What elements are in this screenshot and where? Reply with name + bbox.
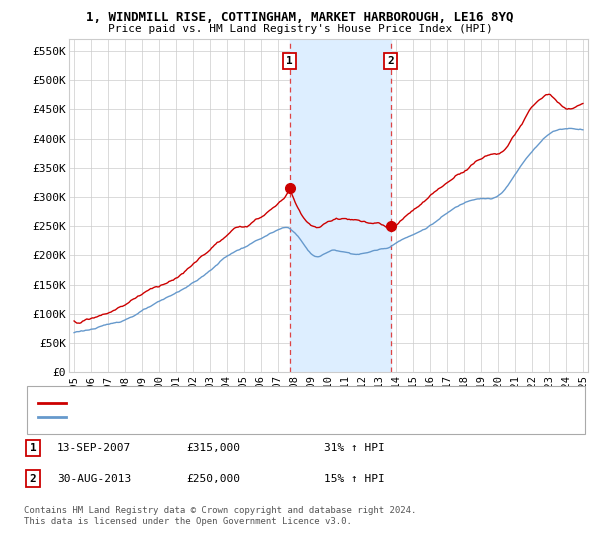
- Text: HPI: Average price, detached house, North Northamptonshire: HPI: Average price, detached house, Nort…: [70, 412, 418, 422]
- Text: 2: 2: [387, 56, 394, 66]
- Text: 31% ↑ HPI: 31% ↑ HPI: [324, 443, 385, 453]
- Text: 1, WINDMILL RISE, COTTINGHAM, MARKET HARBOROUGH, LE16 8YQ: 1, WINDMILL RISE, COTTINGHAM, MARKET HAR…: [86, 11, 514, 24]
- Text: 2: 2: [29, 474, 37, 484]
- Text: 1: 1: [286, 56, 293, 66]
- Bar: [290, 39, 391, 372]
- Text: 13-SEP-2007: 13-SEP-2007: [57, 443, 131, 453]
- Text: Contains HM Land Registry data © Crown copyright and database right 2024.
This d: Contains HM Land Registry data © Crown c…: [24, 506, 416, 526]
- Text: 15% ↑ HPI: 15% ↑ HPI: [324, 474, 385, 484]
- Text: 30-AUG-2013: 30-AUG-2013: [57, 474, 131, 484]
- Text: Price paid vs. HM Land Registry's House Price Index (HPI): Price paid vs. HM Land Registry's House …: [107, 24, 493, 34]
- Text: 1, WINDMILL RISE, COTTINGHAM, MARKET HARBOROUGH, LE16 8YQ (detached house): 1, WINDMILL RISE, COTTINGHAM, MARKET HAR…: [70, 398, 514, 408]
- Text: £250,000: £250,000: [186, 474, 240, 484]
- Text: 1: 1: [29, 443, 37, 453]
- Text: £315,000: £315,000: [186, 443, 240, 453]
